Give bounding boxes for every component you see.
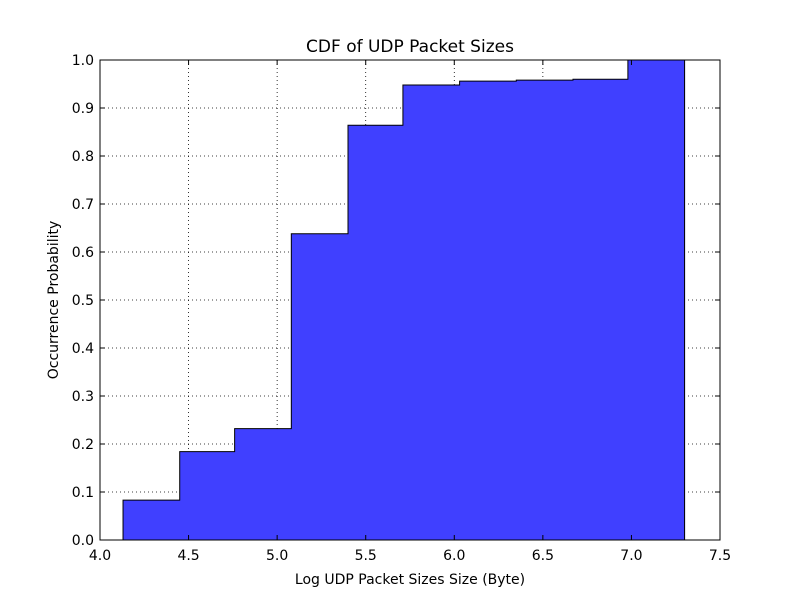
cdf-bin-1 [123, 500, 181, 540]
x-tick-label: 6.0 [443, 548, 465, 564]
y-tick-labels: 0.0 0.1 0.2 0.3 0.4 0.5 0.6 0.7 0.8 0.9 1.0 [72, 53, 94, 549]
y-tick-label: 0.0 [72, 533, 94, 549]
x-tick-label: 4.5 [177, 548, 199, 564]
y-tick-label: 0.8 [72, 149, 94, 165]
y-tick-label: 0.7 [72, 197, 94, 213]
x-tick-label: 5.0 [266, 548, 288, 564]
y-axis-title: Occurrence Probability [46, 221, 62, 380]
cdf-bin-8 [516, 80, 574, 540]
cdf-bin-6 [402, 84, 461, 541]
axis-ticks [99, 59, 721, 541]
x-tick-label: 5.5 [355, 548, 377, 564]
cdf-bin-2 [179, 451, 236, 540]
y-tick-label: 0.3 [72, 389, 94, 405]
cdf-bin-3 [234, 428, 292, 540]
cdf-bin-5 [348, 125, 404, 540]
cdf-step-outline [122, 59, 686, 540]
y-tick-label: 0.6 [72, 245, 94, 261]
y-tick-label: 0.1 [72, 485, 94, 501]
y-tick-label: 0.4 [72, 341, 94, 357]
cdf-bin-4 [291, 233, 349, 540]
x-axis-title: Log UDP Packet Sizes Size (Byte) [295, 572, 525, 588]
cdf-bin-7 [459, 81, 517, 541]
chart-title: CDF of UDP Packet Sizes [306, 37, 514, 57]
x-tick-labels: 4.0 4.5 5.0 5.5 6.0 6.5 7.0 7.5 [89, 548, 731, 564]
y-tick-label: 0.5 [72, 293, 94, 309]
cdf-bin-9 [572, 79, 629, 540]
y-tick-label: 1.0 [72, 53, 94, 69]
data-series [122, 59, 686, 541]
y-tick-label: 0.2 [72, 437, 94, 453]
cdf-bin-10 [627, 60, 686, 540]
x-tick-label: 6.5 [532, 548, 554, 564]
x-tick-label: 7.0 [620, 548, 642, 564]
y-tick-label: 0.9 [72, 101, 94, 117]
x-tick-label: 7.5 [709, 548, 731, 564]
x-tick-label: 4.0 [89, 548, 111, 564]
